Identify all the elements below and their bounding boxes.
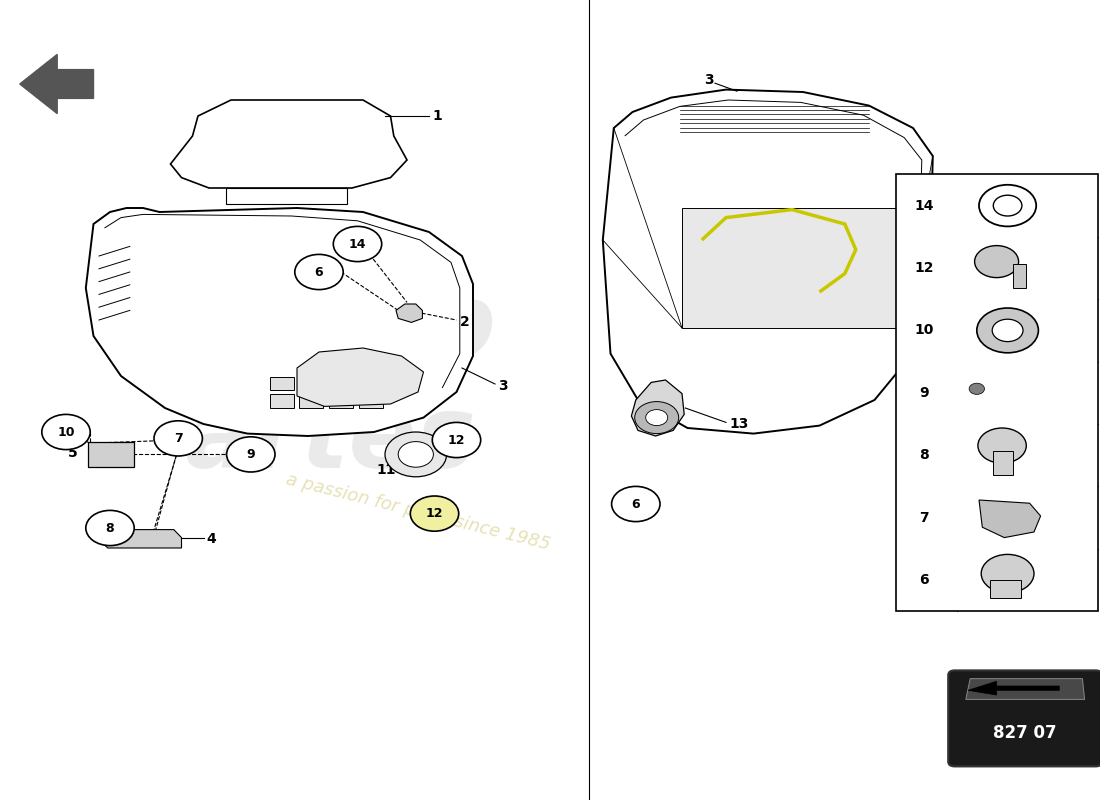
Text: 10: 10 — [914, 323, 934, 338]
Circle shape — [646, 410, 668, 426]
Polygon shape — [20, 54, 94, 114]
Text: 11: 11 — [376, 463, 396, 478]
Circle shape — [992, 319, 1023, 342]
Text: 2: 2 — [460, 314, 470, 329]
Text: 827 07: 827 07 — [993, 724, 1057, 742]
Circle shape — [154, 421, 202, 456]
Text: 9: 9 — [246, 448, 255, 461]
Text: 7: 7 — [920, 510, 928, 525]
FancyBboxPatch shape — [896, 174, 1098, 611]
Polygon shape — [226, 188, 346, 204]
FancyBboxPatch shape — [270, 394, 294, 408]
FancyBboxPatch shape — [993, 451, 1013, 475]
Text: 14: 14 — [914, 198, 934, 213]
Polygon shape — [297, 348, 424, 406]
Polygon shape — [966, 678, 1085, 699]
Polygon shape — [682, 208, 902, 328]
FancyBboxPatch shape — [1013, 264, 1026, 288]
Text: 8: 8 — [920, 448, 928, 462]
Polygon shape — [170, 100, 407, 188]
Polygon shape — [603, 90, 933, 434]
Text: 5: 5 — [68, 446, 78, 460]
Polygon shape — [979, 500, 1041, 538]
Circle shape — [977, 308, 1038, 353]
Circle shape — [295, 254, 343, 290]
Text: 10: 10 — [57, 426, 75, 438]
Polygon shape — [631, 380, 684, 436]
Circle shape — [410, 496, 459, 531]
Text: 12: 12 — [914, 261, 934, 275]
Circle shape — [385, 432, 447, 477]
Text: 4: 4 — [207, 532, 217, 546]
FancyBboxPatch shape — [359, 394, 383, 408]
FancyBboxPatch shape — [329, 377, 353, 390]
FancyBboxPatch shape — [270, 377, 294, 390]
FancyBboxPatch shape — [299, 394, 323, 408]
FancyBboxPatch shape — [359, 377, 383, 390]
Text: 6: 6 — [315, 266, 323, 278]
Circle shape — [86, 510, 134, 546]
Circle shape — [432, 422, 481, 458]
Text: 12: 12 — [426, 507, 443, 520]
Circle shape — [612, 486, 660, 522]
Text: 1: 1 — [432, 109, 442, 123]
Text: eurSp
artes: eurSp artes — [164, 279, 496, 489]
Circle shape — [969, 383, 984, 394]
Text: 14: 14 — [349, 238, 366, 250]
Text: a passion for parts since 1985: a passion for parts since 1985 — [284, 470, 552, 554]
Text: 12: 12 — [448, 434, 465, 446]
Text: 6: 6 — [920, 573, 928, 587]
Polygon shape — [99, 530, 182, 548]
Circle shape — [398, 442, 433, 467]
Circle shape — [635, 402, 679, 434]
Text: 3: 3 — [704, 73, 714, 87]
Text: 13: 13 — [729, 417, 749, 431]
FancyBboxPatch shape — [88, 442, 134, 467]
Circle shape — [981, 554, 1034, 593]
FancyBboxPatch shape — [948, 670, 1100, 766]
Circle shape — [227, 437, 275, 472]
FancyBboxPatch shape — [990, 580, 1021, 598]
Text: 8: 8 — [106, 522, 114, 534]
Polygon shape — [968, 682, 1059, 695]
Circle shape — [333, 226, 382, 262]
Text: 6: 6 — [631, 498, 640, 510]
Circle shape — [978, 428, 1026, 463]
Circle shape — [42, 414, 90, 450]
Text: 7: 7 — [174, 432, 183, 445]
Circle shape — [979, 185, 1036, 226]
FancyBboxPatch shape — [299, 377, 323, 390]
Polygon shape — [396, 304, 422, 322]
Circle shape — [975, 246, 1019, 278]
Polygon shape — [86, 208, 473, 436]
Circle shape — [993, 195, 1022, 216]
Text: 3: 3 — [498, 378, 508, 393]
Text: 9: 9 — [920, 386, 928, 400]
FancyBboxPatch shape — [329, 394, 353, 408]
